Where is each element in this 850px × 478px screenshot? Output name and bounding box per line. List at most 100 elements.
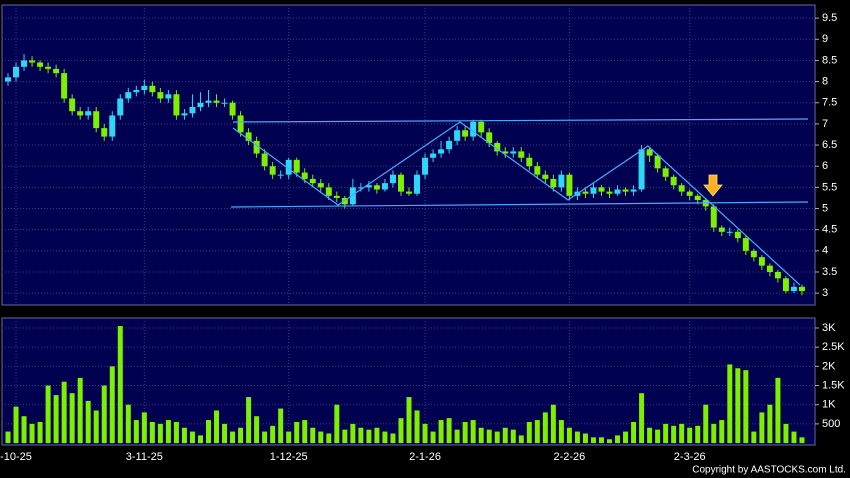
volume-bar (743, 370, 749, 444)
candle-body (333, 195, 340, 198)
volume-bar (222, 423, 228, 444)
volume-bar (334, 404, 340, 444)
volume-bar (414, 410, 420, 444)
volume-bar (687, 427, 693, 444)
volume-bar (719, 420, 725, 444)
candle-body (45, 66, 52, 69)
volume-bar (165, 420, 171, 444)
volume-bar (462, 421, 468, 444)
volume-bar (735, 368, 741, 444)
candle-body (614, 189, 621, 194)
volume-bar (262, 431, 268, 444)
candle-body (285, 159, 292, 175)
candle-body (157, 92, 164, 99)
y-tick-label: 7 (822, 118, 828, 130)
volume-bar (679, 423, 685, 444)
candle-body (205, 100, 212, 103)
candle-body (93, 111, 100, 129)
candle-body (357, 187, 364, 189)
volume-bar (438, 420, 444, 444)
volume-bar (77, 377, 83, 444)
candle-body (109, 115, 116, 137)
candle-body (606, 191, 613, 194)
volume-bar (53, 395, 59, 444)
volume-bar (454, 429, 460, 444)
candle-body (462, 130, 469, 137)
volume-bar (214, 410, 220, 444)
volume-bar (478, 427, 484, 444)
volume-bar (558, 420, 564, 444)
candle-body (734, 231, 741, 239)
volume-bar (181, 427, 187, 444)
volume-bar (21, 416, 27, 444)
volume-bar (93, 410, 99, 444)
volume-bar (69, 393, 75, 444)
candle-body (622, 189, 629, 192)
volume-bar (358, 427, 364, 444)
x-tick-label: 2-2-26 (554, 451, 586, 463)
volume-bar (109, 366, 115, 444)
candle-body (478, 121, 485, 133)
volume-bar (663, 423, 669, 444)
candle-body (13, 66, 20, 78)
y-tick-label: 5.5 (822, 181, 837, 193)
volume-bar (366, 429, 372, 444)
volume-bar (590, 437, 596, 444)
y-tick-label: 8 (822, 75, 828, 87)
x-tick-label: 2-1-26 (409, 451, 441, 463)
y-tick-label: 8.5 (822, 54, 837, 66)
candle-body (414, 174, 421, 194)
candle-body (213, 100, 220, 103)
x-tick-label: 1-12-25 (270, 451, 308, 463)
y-tick-label: 4.5 (822, 224, 837, 236)
volume-bar (647, 427, 653, 444)
volume-bar (197, 435, 203, 444)
volume-bar (655, 429, 661, 444)
candle-body (798, 286, 805, 292)
volume-bar (494, 431, 500, 444)
volume-bar (775, 377, 781, 444)
candle-body (365, 185, 372, 188)
candle-body (430, 153, 437, 158)
y-tick-label: 5 (822, 202, 828, 214)
candle-body (5, 77, 11, 82)
candle-body (397, 174, 404, 192)
volume-bar (45, 385, 51, 444)
volume-bar (631, 421, 637, 444)
candle-body (526, 157, 533, 167)
candle-body (237, 115, 244, 133)
volume-bar (85, 400, 91, 444)
candle-body (494, 142, 501, 152)
y-tick-label: 500 (822, 418, 840, 430)
candle-body (309, 178, 316, 184)
x-tick-label: -10-25 (0, 451, 32, 463)
candle-body (165, 94, 172, 99)
candle-body (325, 187, 332, 196)
volume-bar (125, 404, 131, 444)
credit: Copyright by AASTOCKS.com Ltd. (692, 465, 846, 476)
volume-bar (101, 385, 107, 444)
candle-body (37, 62, 44, 67)
volume-bar (294, 421, 300, 444)
volume-bar (703, 404, 709, 444)
candle-body (181, 113, 188, 116)
x-tick-label: 2-3-26 (674, 451, 706, 463)
volume-bar (278, 408, 284, 444)
price-panel (1, 4, 816, 306)
candle-body (766, 265, 773, 272)
volume-bar (574, 431, 580, 444)
volume-bar (598, 437, 604, 444)
candle-body (317, 183, 324, 188)
volume-bar (518, 435, 524, 444)
volume-bar (254, 416, 260, 444)
candle-body (29, 60, 36, 63)
volume-bar (13, 406, 19, 444)
volume-bar (133, 420, 139, 444)
candle-body (710, 206, 717, 228)
volume-bar (398, 418, 404, 444)
volume-bar (615, 435, 621, 444)
volume-bar (639, 393, 645, 444)
candle-body (566, 174, 573, 196)
